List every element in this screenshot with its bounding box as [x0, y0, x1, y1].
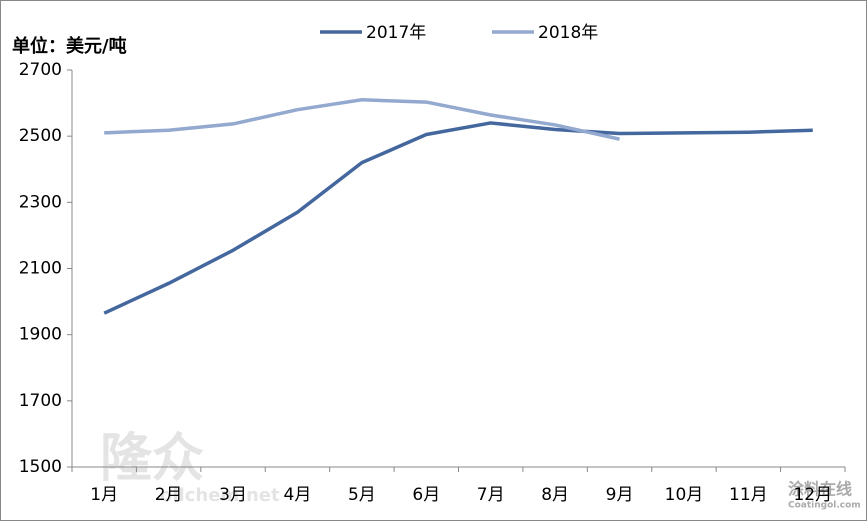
watermark: oilchem.net: [160, 485, 280, 506]
watermark: 涂料在线: [788, 480, 852, 499]
x-tick-label: 1月: [90, 485, 118, 505]
x-tick-label: 8月: [541, 485, 569, 505]
y-tick-label: 2500: [19, 126, 62, 146]
x-tick-label: 4月: [284, 485, 312, 505]
watermark: Coatingol.com: [788, 501, 861, 511]
y-tick-label: 1500: [19, 457, 62, 477]
y-tick-label: 2700: [19, 60, 62, 80]
x-tick-label: 12月: [793, 485, 832, 505]
legend-label: 2018年: [538, 23, 598, 43]
legend-label: 2017年: [366, 23, 426, 43]
watermark: 隆众: [100, 429, 204, 489]
series-line: [104, 98, 620, 141]
x-tick-label: 11月: [729, 485, 768, 505]
x-tick-label: 7月: [477, 485, 505, 505]
x-tick-label: 5月: [348, 485, 376, 505]
y-tick-label: 1700: [19, 391, 62, 411]
x-tick-label: 3月: [219, 485, 247, 505]
y-tick-label: 2300: [19, 192, 62, 212]
y-tick-label: 2100: [19, 259, 62, 279]
x-tick-label: 10月: [665, 485, 704, 505]
series-line: [103, 121, 813, 315]
x-tick-label: 9月: [606, 485, 634, 505]
x-tick-label: 6月: [412, 485, 440, 505]
x-tick-label: 2月: [155, 485, 183, 505]
chart-title: 单位：美元/吨: [12, 35, 127, 57]
y-tick-label: 1900: [19, 325, 62, 345]
